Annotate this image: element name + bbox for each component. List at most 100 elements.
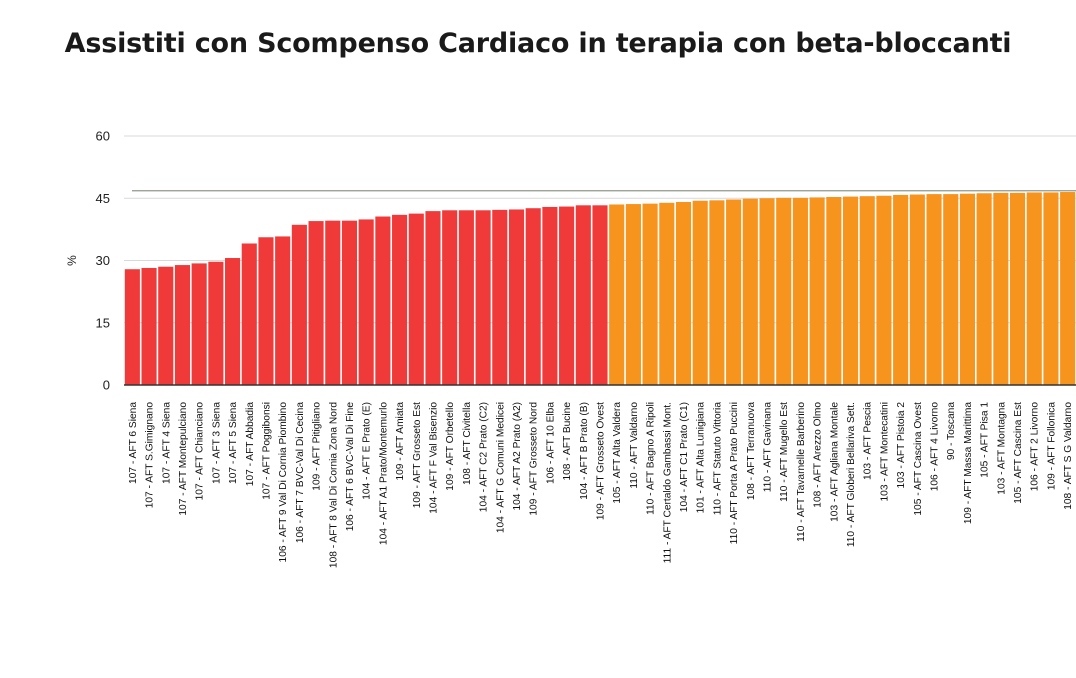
y-tick-label: 60	[96, 129, 110, 144]
bar	[208, 261, 224, 385]
x-tick-label: 106 - AFT 6 BVC-Val Di Fine	[345, 402, 356, 532]
bar	[625, 204, 641, 385]
bar	[709, 200, 725, 385]
x-tick-label: 107 - AFT S.Gimignano	[145, 402, 156, 509]
x-tick-label: 101 - AFT Alta Lunigiana	[696, 402, 707, 514]
x-tick-label: 104 - AFT B Prato (B)	[579, 402, 590, 500]
x-tick-label: 110 - AFT Mugello Est	[779, 402, 790, 502]
x-tick-label: 104 - AFT A1 Prato/Montemurlo	[378, 402, 389, 545]
x-tick-label: 107 - AFT Abbadia	[245, 402, 256, 487]
bar	[1060, 192, 1076, 385]
x-tick-label: 108 - AFT Bucine	[562, 402, 573, 481]
bar	[692, 200, 708, 385]
y-tick-label: 30	[96, 253, 110, 268]
x-tick-label: 110 - AFT Tavarnelle Barberino	[796, 402, 807, 542]
x-tick-label: 105 - AFT Cascina Est	[1013, 402, 1024, 504]
x-tick-label: 104 - AFT A2 Prato (A2)	[512, 402, 523, 511]
x-tick-label: 103 - AFT Montagna	[996, 402, 1007, 495]
x-tick-label: 90 - Toscana	[946, 402, 957, 460]
x-tick-label: 105 - AFT Alta Valdera	[612, 402, 623, 504]
bar	[425, 211, 441, 385]
bar	[893, 194, 909, 385]
x-tick-label: 107 - AFT 6 Siena	[128, 402, 139, 484]
x-tick-label: 108 - AFT Arezzo Olmo	[813, 402, 824, 508]
x-tick-label: 106 - AFT 4 Livorno	[930, 402, 941, 492]
x-tick-label: 103 - AFT Montecatini	[879, 402, 890, 501]
bar	[842, 196, 859, 385]
bar	[408, 213, 424, 385]
x-tick-label: 103 - AFT Pescia	[863, 402, 874, 480]
x-tick-label: 107 - AFT Poggibonsi	[261, 402, 272, 500]
bar	[776, 197, 792, 385]
bar	[792, 197, 808, 385]
x-tick-label: 104 - AFT C1 Prato (C1)	[679, 402, 690, 512]
bar	[225, 258, 241, 385]
bar	[943, 194, 959, 385]
bar	[174, 265, 191, 385]
x-tick-label: 103 - AFT Pistoia 2	[896, 402, 907, 489]
bar	[959, 193, 975, 385]
x-tick-label: 108 - AFT S G Valdarno	[1063, 402, 1074, 510]
bar	[976, 193, 992, 385]
bar	[1026, 192, 1042, 385]
bar	[659, 202, 675, 385]
bar	[876, 195, 892, 385]
x-tick-label: 106 - AFT 9 Val Di Cornia Piombino	[278, 402, 289, 563]
bar	[926, 194, 942, 385]
x-tick-label: 104 - AFT G Comuni Medicei	[495, 402, 506, 533]
x-tick-label: 109 - AFT Follonica	[1046, 402, 1057, 490]
x-tick-label: 110 - AFT Bagno A Ripoli	[646, 402, 657, 515]
bar	[1043, 192, 1059, 385]
bar	[742, 198, 758, 385]
x-tick-label: 110 - AFT Valdarno	[629, 402, 640, 489]
x-tick-label: 108 - AFT Terranuova	[746, 402, 757, 500]
x-tick-label: 109 - AFT Massa Marittima	[963, 402, 974, 524]
x-tick-label: 106 - AFT 10 Elba	[545, 402, 556, 484]
x-tick-label: 109 - AFT Amiata	[395, 402, 406, 481]
x-tick-label: 104 - AFT C2 Prato (C2)	[479, 402, 490, 512]
x-tick-label: 107 - AFT 3 Siena	[211, 402, 222, 484]
x-tick-label: 109 - AFT Grosseto Ovest	[596, 402, 607, 520]
bar	[993, 192, 1009, 385]
bar	[575, 205, 591, 385]
x-tick-label: 107 - AFT Chianciano	[195, 402, 206, 501]
bar	[642, 203, 658, 385]
bar	[475, 210, 491, 385]
bar	[675, 201, 692, 385]
x-tick-label: 105 - AFT Pisa 1	[980, 402, 991, 478]
bar	[124, 269, 140, 385]
x-tick-label: 107 - AFT 4 Siena	[161, 402, 172, 484]
y-tick-label: 0	[103, 378, 110, 393]
bar	[859, 196, 875, 385]
bar	[308, 221, 324, 385]
bar	[525, 208, 541, 385]
x-tick-label: 110 - AFT Gavinana	[763, 402, 774, 493]
bar	[592, 205, 608, 385]
x-tick-label: 110 - AFT Porta A Prato Puccini	[729, 402, 740, 544]
x-tick-label: 109 - AFT Orbetello	[445, 402, 456, 491]
bar	[809, 197, 825, 385]
bar	[191, 263, 207, 385]
bar	[275, 236, 291, 385]
x-tick-label: 111 - AFT Certaldo Gambassi Mont.	[662, 402, 673, 563]
bar	[759, 198, 775, 385]
chart-title: Assistiti con Scompenso Cardiaco in tera…	[64, 28, 1012, 59]
x-tick-label: 104 - AFT E Prato (E)	[362, 402, 373, 500]
bar	[375, 216, 391, 385]
x-tick-label: 106 - AFT 2 Livorno	[1030, 402, 1041, 492]
x-tick-label: 108 - AFT Civitella	[462, 402, 473, 485]
bar	[291, 224, 307, 385]
x-tick-label: 110 - AFT Globeri Bellariva Sett.	[846, 402, 857, 547]
bar	[358, 219, 374, 385]
bar	[508, 209, 525, 385]
bar	[542, 206, 558, 385]
x-tick-label: 106 - AFT 7 BVC-Val Di Cecina	[295, 402, 306, 544]
x-tick-label: 108 - AFT 8 Val Di Cornia Zona Nord	[328, 402, 339, 568]
x-tick-label: 109 - AFT Grosseto Est	[412, 402, 423, 508]
bar	[492, 209, 508, 385]
bar	[392, 214, 408, 385]
bar	[442, 210, 458, 385]
x-tick-label: 104 - AFT F Val Bisenzio	[428, 402, 439, 514]
x-tick-label: 109 - AFT Pitigliano	[312, 402, 323, 491]
